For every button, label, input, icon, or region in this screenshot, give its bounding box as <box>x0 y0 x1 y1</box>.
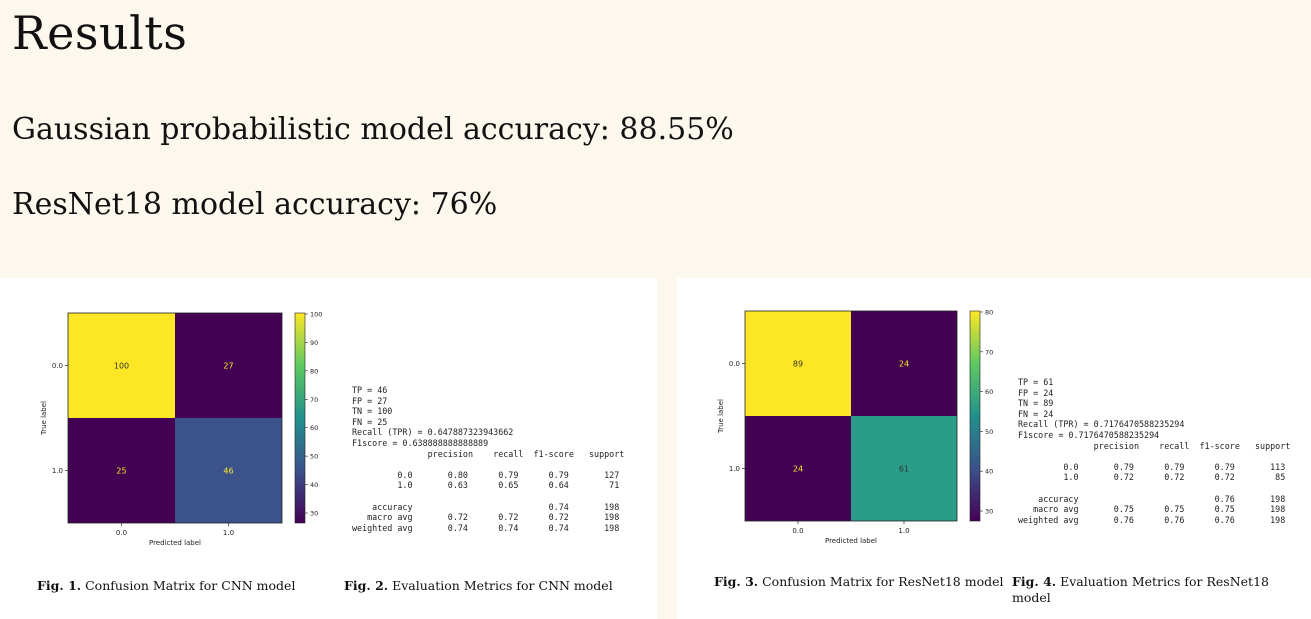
matrix-cell-value: 46 <box>223 467 233 476</box>
y-axis-label: True label <box>40 401 48 436</box>
colorbar-tick-label: 90 <box>310 339 318 347</box>
matrix-cell-value: 27 <box>223 362 233 371</box>
x-tick-label: 1.0 <box>223 529 234 537</box>
colorbar-tick-label: 50 <box>985 428 993 436</box>
colorbar-tick-label: 80 <box>985 309 993 317</box>
matrix-cell <box>745 311 851 416</box>
fig3-caption: Fig. 3. Confusion Matrix for ResNet18 mo… <box>714 574 1004 590</box>
colorbar-tick-label: 30 <box>310 510 318 518</box>
matrix-cell-value: 25 <box>116 467 126 476</box>
fig4-caption: Fig. 4. Evaluation Metrics for ResNet18 … <box>1012 574 1307 606</box>
x-tick-label: 0.0 <box>792 527 803 535</box>
cnn-metrics-report: TP = 46 FP = 27 TN = 100 FN = 25 Recall … <box>352 385 625 533</box>
colorbar-tick-label: 40 <box>310 481 318 489</box>
fig3-caption-number: Fig. 3. <box>714 574 759 589</box>
colorbar-tick-label: 70 <box>985 348 993 356</box>
colorbar-tick-label: 70 <box>310 396 318 404</box>
matrix-cell <box>745 416 851 521</box>
matrix-cell <box>175 313 282 418</box>
resnet-confusion-matrix: 89 24 24 61 0.0 1.0 0.0 1.0 Predicted label True … <box>717 309 993 546</box>
y-tick-label: 1.0 <box>52 467 63 475</box>
y-tick-label: 0.0 <box>729 360 740 368</box>
matrix-cell <box>68 418 175 523</box>
colorbar-tick-label: 50 <box>310 453 318 461</box>
resnet-accuracy-text: ResNet18 model accuracy: 76% <box>12 187 498 222</box>
fig2-caption-text: Evaluation Metrics for CNN model <box>392 578 613 593</box>
matrix-cell-value: 100 <box>114 362 129 371</box>
colorbar-tick-label: 40 <box>985 468 993 476</box>
colorbar <box>294 312 306 524</box>
colorbar-tick-label: 60 <box>310 424 318 432</box>
fig1-caption: Fig. 1. Confusion Matrix for CNN model <box>37 578 337 594</box>
fig2-caption-number: Fig. 2. <box>344 578 389 593</box>
matrix-cell <box>68 313 175 418</box>
y-tick-label: 0.0 <box>52 362 63 370</box>
cnn-confusion-matrix: 100 27 25 46 0.0 1.0 0.0 1.0 Predicted label True… <box>40 311 322 548</box>
colorbar-tick-label: 100 <box>310 311 322 319</box>
colorbar <box>969 310 981 522</box>
y-tick-label: 1.0 <box>729 465 740 473</box>
fig1-caption-number: Fig. 1. <box>37 578 82 593</box>
matrix-frame <box>744 310 958 522</box>
matrix-cell <box>851 311 957 416</box>
fig2-caption: Fig. 2. Evaluation Metrics for CNN model <box>344 578 654 594</box>
matrix-cell <box>851 416 957 521</box>
matrix-cell-value: 24 <box>793 465 803 474</box>
matrix-cell <box>175 418 282 523</box>
fig4-caption-text: Evaluation Metrics for ResNet18 model <box>1012 574 1269 605</box>
matrix-cell-value: 89 <box>793 360 803 369</box>
cnn-results-panel: 100 27 25 46 0.0 1.0 0.0 1.0 Predicted label True… <box>0 278 657 619</box>
resnet-metrics-report: TP = 61 FP = 24 TN = 89 FN = 24 Recall (… <box>1018 377 1291 525</box>
page-title: Results <box>12 6 188 60</box>
colorbar-tick-label: 60 <box>985 388 993 396</box>
resnet-results-panel: 89 24 24 61 0.0 1.0 0.0 1.0 Predicted label True … <box>677 278 1311 619</box>
colorbar-tick-label: 80 <box>310 367 318 375</box>
x-axis-label: Predicted label <box>825 537 877 545</box>
fig1-caption-text: Confusion Matrix for CNN model <box>85 578 296 593</box>
colorbar-tick-label: 30 <box>985 508 993 516</box>
gaussian-accuracy-text: Gaussian probabilistic model accuracy: 8… <box>12 112 734 147</box>
y-axis-label: True label <box>717 399 725 434</box>
x-axis-label: Predicted label <box>149 539 201 547</box>
x-tick-label: 0.0 <box>116 529 127 537</box>
fig3-caption-text: Confusion Matrix for ResNet18 model <box>762 574 1004 589</box>
matrix-cell-value: 24 <box>899 360 909 369</box>
matrix-frame <box>67 312 283 524</box>
fig4-caption-number: Fig. 4. <box>1012 574 1057 589</box>
matrix-cell-value: 61 <box>899 465 909 474</box>
x-tick-label: 1.0 <box>898 527 909 535</box>
